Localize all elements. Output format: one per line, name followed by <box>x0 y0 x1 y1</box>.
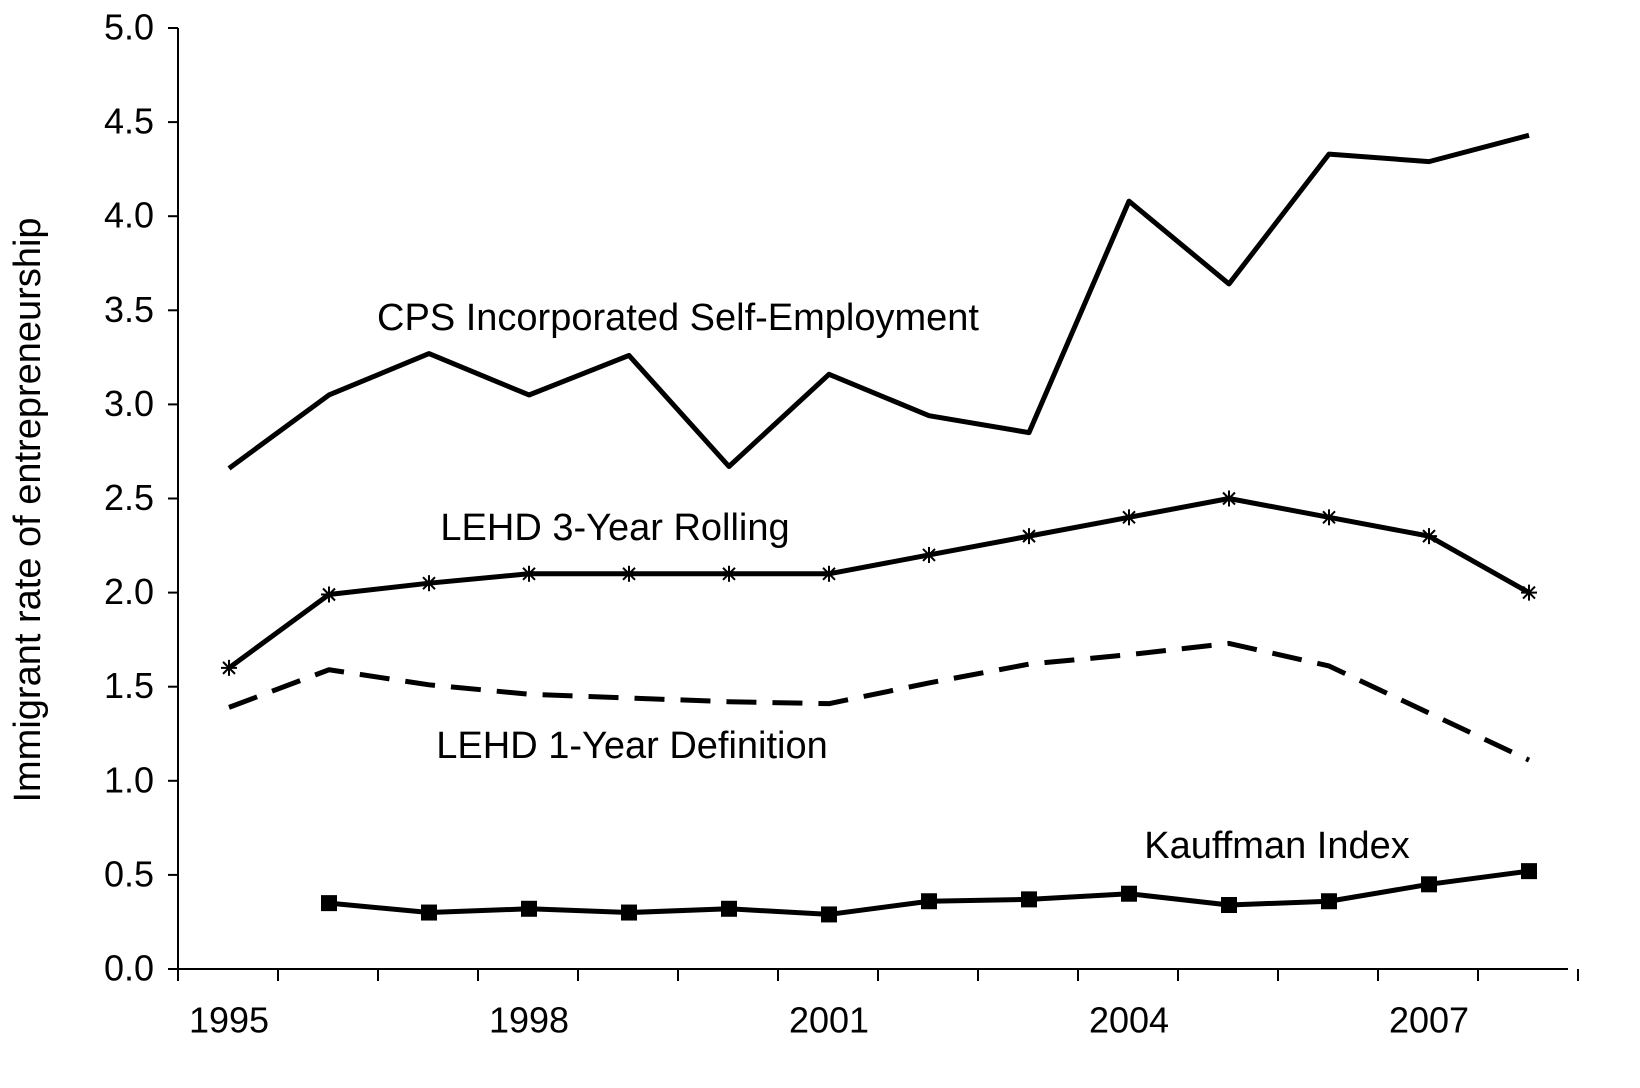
series-label: LEHD 3-Year Rolling <box>440 507 789 549</box>
x-tick-label: 2001 <box>789 1000 869 1041</box>
point-marker <box>721 900 737 917</box>
y-tick-label: 4.0 <box>104 195 154 236</box>
marker-stroke <box>1422 529 1436 543</box>
y-axis-label: Immigrant rate of entrepreneurship <box>7 217 49 802</box>
series-label: CPS Incorporated Self-Employment <box>377 297 979 339</box>
marker-stroke <box>422 576 436 590</box>
series-label: LEHD 1-Year Definition <box>436 725 827 767</box>
marker-stroke <box>1322 510 1336 525</box>
point-marker <box>521 565 537 582</box>
y-tick-label: 4.5 <box>104 101 154 142</box>
point-marker <box>1021 891 1037 908</box>
marker-stroke <box>222 661 236 675</box>
y-tick-label: 2.0 <box>104 571 154 612</box>
marker-stroke <box>1022 529 1036 543</box>
series-line <box>227 496 1531 670</box>
marker-stroke <box>622 567 636 581</box>
point-marker <box>1421 876 1437 893</box>
point-marker <box>521 900 537 917</box>
point-marker <box>1121 885 1137 902</box>
y-tick-label: 0.0 <box>104 948 154 989</box>
point-marker <box>221 659 237 676</box>
marker-stroke <box>922 548 936 562</box>
point-marker <box>1221 897 1237 914</box>
point-marker <box>1521 584 1537 601</box>
marker-stroke <box>722 567 736 581</box>
marker-stroke <box>822 567 836 581</box>
x-tick-label: 2004 <box>1089 1000 1169 1041</box>
point-marker <box>721 565 737 582</box>
point-marker <box>821 565 837 582</box>
y-tick-label: 5.0 <box>104 7 154 48</box>
marker-stroke <box>522 567 536 581</box>
point-marker <box>821 906 837 923</box>
point-marker <box>1421 528 1437 545</box>
point-marker <box>421 904 437 921</box>
y-tick-label: 1.0 <box>104 759 154 800</box>
point-marker <box>921 546 937 563</box>
point-marker <box>1321 509 1337 526</box>
series-line <box>227 132 1530 471</box>
y-tick-label: 2.5 <box>104 477 154 518</box>
point-marker <box>421 575 437 592</box>
y-tick-label: 1.5 <box>104 665 154 706</box>
y-tick-label: 0.5 <box>104 853 154 894</box>
marker-stroke <box>1122 510 1136 525</box>
x-tick-label: 2007 <box>1389 1000 1469 1041</box>
point-marker <box>921 893 937 910</box>
series-line <box>228 640 1531 763</box>
series-label: Kauffman Index <box>1144 825 1409 867</box>
x-tick-label: 1998 <box>489 1000 569 1041</box>
point-marker <box>1521 863 1537 880</box>
point-marker <box>1121 509 1137 526</box>
point-marker <box>621 565 637 582</box>
x-tick-label: 1995 <box>189 1000 269 1041</box>
y-tick-label: 3.0 <box>104 383 154 424</box>
y-tick-label: 3.5 <box>104 289 154 330</box>
marker-stroke <box>322 587 336 602</box>
point-marker <box>1321 893 1337 910</box>
marker-stroke <box>1522 585 1536 600</box>
marker-stroke <box>1222 491 1236 506</box>
point-marker <box>1221 490 1237 507</box>
point-marker <box>1021 528 1037 545</box>
point-marker <box>321 895 337 912</box>
point-marker <box>621 904 637 921</box>
point-marker <box>321 586 337 603</box>
